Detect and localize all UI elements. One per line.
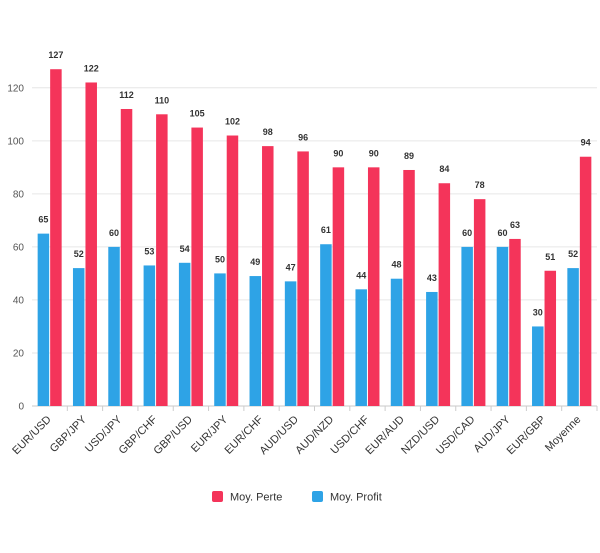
- data-label-perte: 112: [119, 90, 134, 100]
- bar-profit[interactable]: [214, 273, 226, 406]
- legend-label: Moy. Perte: [230, 492, 282, 504]
- y-tick-label: 60: [13, 242, 25, 253]
- data-labels: 65 127 52 122 60 112 53 110 54 105 50 102 49 98 47 96 61…: [38, 50, 590, 317]
- data-label-perte: 63: [510, 220, 520, 230]
- x-category-label: USD/CAD: [434, 414, 478, 458]
- data-label-perte: 89: [404, 151, 414, 161]
- bar-profit[interactable]: [390, 278, 403, 406]
- legend-swatch: [312, 491, 323, 502]
- legend-swatch: [212, 491, 223, 502]
- bar-profit[interactable]: [355, 289, 367, 406]
- data-label-perte: 105: [190, 109, 205, 119]
- bar-perte[interactable]: [297, 151, 309, 406]
- bar-profit[interactable]: [108, 246, 120, 406]
- bar-profit[interactable]: [37, 233, 50, 406]
- x-category-label: Moyenne: [543, 414, 583, 454]
- bar-perte[interactable]: [191, 127, 203, 407]
- data-label-perte: 102: [225, 117, 240, 127]
- bar-profit[interactable]: [320, 244, 332, 406]
- y-tick-label: 0: [18, 402, 24, 413]
- data-label-profit: 60: [109, 228, 119, 238]
- legend-item-profit[interactable]: Moy. Profit: [312, 491, 382, 504]
- legend-label: Moy. Profit: [330, 492, 382, 504]
- data-label-profit: 43: [427, 273, 437, 283]
- y-tick-label: 120: [7, 83, 24, 94]
- bar-perte[interactable]: [262, 146, 274, 406]
- legend-item-perte[interactable]: Moy. Perte: [212, 491, 282, 504]
- y-tick-label: 100: [7, 136, 24, 147]
- bar-profit[interactable]: [496, 246, 509, 406]
- bar-perte[interactable]: [403, 169, 415, 406]
- data-label-profit: 30: [533, 307, 543, 317]
- y-axis-ticks: 0 20 40 60 80 100 120: [7, 83, 24, 412]
- bar-perte[interactable]: [438, 183, 451, 406]
- data-label-profit: 60: [462, 228, 472, 238]
- bar-perte[interactable]: [509, 238, 521, 406]
- data-label-profit: 53: [144, 246, 154, 256]
- data-label-perte: 122: [84, 63, 99, 73]
- x-category-label: GBP/USD: [152, 414, 196, 458]
- data-label-profit: 52: [568, 249, 578, 259]
- legend[interactable]: Moy. Perte Moy. Profit: [212, 491, 382, 504]
- bar-perte[interactable]: [367, 167, 380, 406]
- bar-profit[interactable]: [461, 246, 473, 406]
- bar-profit[interactable]: [143, 265, 156, 406]
- data-label-profit: 65: [38, 215, 48, 225]
- x-axis: EUR/USDGBP/JPYUSD/JPYGBP/CHFGBP/USDEUR/J…: [10, 406, 598, 458]
- data-label-perte: 84: [439, 164, 449, 174]
- bar-perte[interactable]: [156, 114, 168, 406]
- bar-profit[interactable]: [178, 262, 191, 406]
- data-label-perte: 96: [298, 132, 308, 142]
- data-label-perte: 94: [581, 138, 591, 148]
- y-tick-label: 20: [13, 348, 25, 359]
- bar-perte[interactable]: [85, 82, 97, 407]
- bar-perte[interactable]: [226, 135, 239, 406]
- x-category-label: EUR/GBP: [505, 414, 548, 457]
- data-label-perte: 110: [155, 95, 170, 105]
- bar-profit[interactable]: [532, 326, 544, 406]
- bar-profit[interactable]: [249, 276, 262, 406]
- bar-perte[interactable]: [50, 69, 62, 406]
- data-label-profit: 48: [392, 260, 402, 270]
- data-label-profit: 61: [321, 225, 331, 235]
- bar-profit[interactable]: [284, 281, 297, 406]
- data-label-profit: 50: [215, 254, 225, 264]
- data-label-profit: 47: [286, 262, 296, 272]
- bar-perte[interactable]: [332, 167, 345, 406]
- bar-perte[interactable]: [544, 270, 557, 406]
- bar-profit[interactable]: [72, 268, 85, 406]
- data-label-perte: 90: [369, 148, 379, 158]
- bars: [37, 69, 592, 407]
- data-label-perte: 98: [263, 127, 273, 137]
- data-label-profit: 60: [497, 228, 507, 238]
- bar-perte[interactable]: [473, 199, 486, 406]
- bar-profit[interactable]: [426, 291, 438, 406]
- y-tick-label: 80: [13, 189, 25, 200]
- x-category-label: EUR/USD: [10, 414, 54, 458]
- data-label-profit: 44: [356, 270, 366, 280]
- bar-perte[interactable]: [579, 156, 592, 406]
- bar-perte[interactable]: [120, 108, 133, 407]
- x-category-label: GBP/JPY: [48, 413, 90, 455]
- data-label-perte: 51: [545, 252, 555, 262]
- data-label-perte: 127: [48, 50, 63, 60]
- bar-profit[interactable]: [567, 268, 579, 406]
- data-label-perte: 90: [333, 148, 343, 158]
- data-label-perte: 78: [475, 180, 485, 190]
- data-label-profit: 49: [250, 257, 260, 267]
- data-label-profit: 54: [180, 244, 190, 254]
- y-tick-label: 40: [13, 295, 25, 306]
- data-label-profit: 52: [74, 249, 84, 259]
